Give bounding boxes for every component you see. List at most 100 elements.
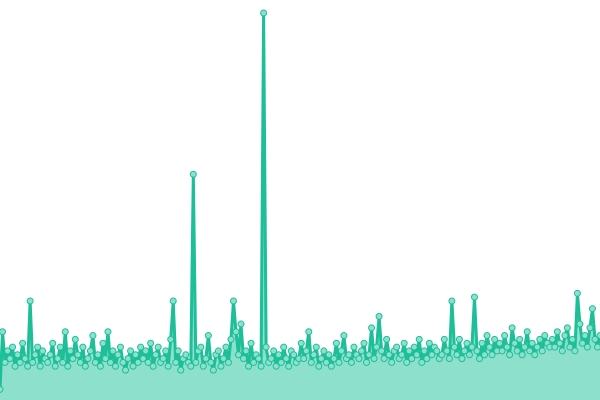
- data-point-13: [29, 358, 37, 366]
- data-point-212: [528, 339, 536, 347]
- data-point-229: [571, 347, 579, 355]
- data-point-7: [14, 351, 22, 359]
- data-point-145: [360, 339, 368, 347]
- data-point-184: [458, 355, 466, 363]
- data-point-189: [470, 293, 478, 301]
- data-point-17: [39, 347, 47, 355]
- data-point-213: [531, 351, 539, 359]
- data-point-8: [16, 358, 24, 366]
- data-point-228: [568, 335, 576, 343]
- data-point-65: [159, 355, 167, 363]
- data-point-14: [31, 351, 39, 359]
- data-point-28: [66, 347, 74, 355]
- data-point-21: [49, 339, 57, 347]
- data-point-194: [483, 332, 491, 340]
- data-point-162: [403, 358, 411, 366]
- data-point-226: [563, 324, 571, 332]
- data-point-37: [89, 332, 97, 340]
- data-point-203: [506, 351, 514, 359]
- data-point-32: [76, 358, 84, 366]
- data-point-222: [553, 328, 561, 336]
- data-point-35: [84, 355, 92, 363]
- data-point-131: [325, 351, 333, 359]
- data-point-59: [144, 358, 152, 366]
- data-point-33: [79, 343, 87, 351]
- data-point-156: [388, 358, 396, 366]
- data-point-106: [262, 343, 270, 351]
- data-point-225: [561, 332, 569, 340]
- data-point-112: [277, 358, 285, 366]
- data-point-224: [558, 347, 566, 355]
- data-point-205: [511, 339, 519, 347]
- data-point-110: [272, 362, 280, 370]
- data-point-139: [345, 351, 353, 359]
- data-point-206: [513, 347, 521, 355]
- data-point-95: [234, 351, 242, 359]
- data-point-99: [245, 362, 253, 370]
- data-point-88: [217, 362, 225, 370]
- data-point-141: [350, 343, 358, 351]
- data-point-30: [71, 335, 79, 343]
- data-point-103: [255, 355, 263, 363]
- data-point-154: [383, 335, 391, 343]
- data-point-2: [1, 358, 9, 366]
- data-point-39: [94, 351, 102, 359]
- data-point-193: [481, 351, 489, 359]
- data-point-137: [340, 332, 348, 340]
- data-point-20: [46, 351, 54, 359]
- data-point-56: [137, 343, 145, 351]
- data-point-170: [423, 355, 431, 363]
- data-point-197: [491, 335, 499, 343]
- data-point-148: [368, 324, 376, 332]
- data-point-44: [106, 358, 114, 366]
- data-point-124: [307, 358, 315, 366]
- data-point-83: [204, 332, 212, 340]
- data-point-61: [149, 362, 157, 370]
- data-point-80: [197, 343, 205, 351]
- data-point-149: [370, 355, 378, 363]
- data-point-91: [224, 358, 232, 366]
- data-point-235: [586, 324, 594, 332]
- data-point-236: [588, 305, 596, 313]
- data-point-158: [393, 343, 401, 351]
- data-point-67: [164, 362, 172, 370]
- data-point-0: [0, 385, 4, 393]
- data-point-144: [358, 347, 366, 355]
- data-point-92: [227, 335, 235, 343]
- data-point-38: [91, 358, 99, 366]
- data-point-105: [260, 9, 268, 17]
- data-point-26: [61, 328, 69, 336]
- data-point-6: [11, 362, 19, 370]
- data-point-98: [242, 347, 250, 355]
- data-point-16: [36, 362, 44, 370]
- data-point-117: [290, 351, 298, 359]
- data-point-47: [114, 351, 122, 359]
- data-point-160: [398, 351, 406, 359]
- data-point-53: [129, 362, 137, 370]
- data-point-22: [51, 362, 59, 370]
- data-point-231: [576, 320, 584, 328]
- data-point-192: [478, 339, 486, 347]
- data-point-201: [501, 332, 509, 340]
- data-point-48: [117, 343, 125, 351]
- data-point-127: [315, 362, 323, 370]
- data-point-176: [438, 351, 446, 359]
- data-point-187: [465, 351, 473, 359]
- data-point-128: [317, 355, 325, 363]
- data-point-161: [400, 339, 408, 347]
- data-point-50: [122, 366, 130, 374]
- data-point-43: [104, 328, 112, 336]
- data-point-188: [468, 343, 476, 351]
- data-point-54: [132, 351, 140, 359]
- data-point-174: [433, 347, 441, 355]
- data-point-125: [310, 351, 318, 359]
- data-point-216: [538, 347, 546, 355]
- data-point-191: [475, 355, 483, 363]
- data-point-232: [578, 339, 586, 347]
- data-point-199: [496, 339, 504, 347]
- data-point-114: [282, 355, 290, 363]
- data-point-87: [214, 347, 222, 355]
- data-point-168: [418, 358, 426, 366]
- data-point-5: [9, 343, 17, 351]
- data-point-42: [101, 355, 109, 363]
